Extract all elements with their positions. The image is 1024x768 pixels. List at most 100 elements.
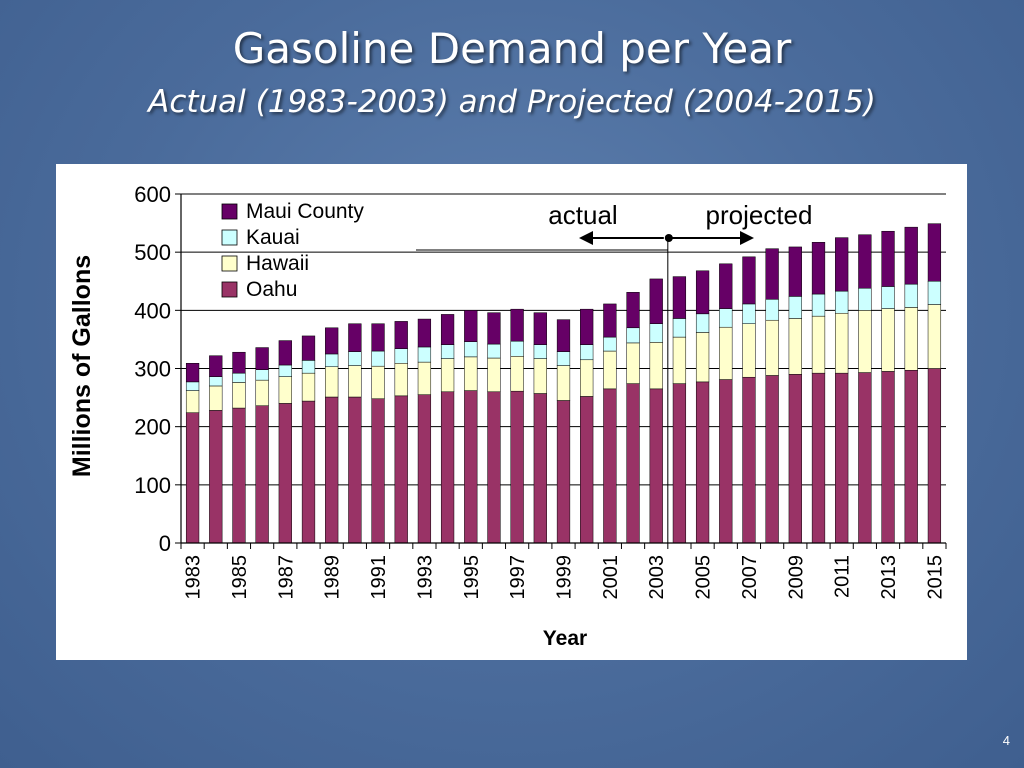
bar-hawaii-2009: [788, 318, 802, 375]
bar-oahu-1993: [417, 394, 432, 544]
bar-oahu-1989: [325, 396, 339, 544]
x-tick-label-1987: 1987: [275, 555, 297, 600]
x-tick-label-2015: 2015: [924, 555, 946, 600]
slide-title: Gasoline Demand per Year: [232, 24, 792, 73]
bar-hawaii-1998: [533, 358, 547, 394]
legend-label-hawaii: Hawaii: [246, 252, 309, 275]
bar-maui-county-1996: [487, 312, 501, 345]
bar-hawaii-2010: [811, 315, 826, 374]
bar-kauai-1995: [464, 341, 478, 358]
annotations: actual projected: [416, 200, 812, 543]
x-tick-label-2005: 2005: [693, 555, 715, 600]
bar-oahu-1983: [185, 412, 200, 544]
divider-marker-dot: [664, 234, 673, 242]
bar-kauai-2008: [765, 299, 779, 321]
bar-hawaii-1991: [371, 365, 385, 399]
bar-hawaii-2003: [649, 342, 663, 390]
bar-hawaii-1999: [556, 365, 571, 401]
bar-maui-county-2008: [765, 248, 779, 300]
x-tick-label-1995: 1995: [461, 555, 483, 600]
bar-hawaii-2015: [927, 304, 942, 369]
x-tick-label-2009: 2009: [785, 555, 807, 600]
bar-maui-county-2002: [626, 292, 640, 329]
bar-oahu-1984: [209, 410, 223, 544]
legend-swatch-hawaii: [221, 255, 238, 272]
bar-oahu-1987: [278, 403, 292, 544]
bar-maui-county-1986: [255, 347, 269, 370]
bar-kauai-2004: [672, 318, 687, 338]
bar-oahu-2001: [603, 388, 617, 544]
bar-kauai-1985: [232, 372, 246, 383]
bar-hawaii-1989: [325, 366, 339, 398]
x-tick-label-2011: 2011: [832, 555, 854, 598]
bar-maui-county-2003: [649, 278, 663, 324]
bar-kauai-2002: [626, 327, 640, 344]
bar-oahu-2014: [904, 369, 918, 544]
bar-maui-county-2009: [788, 246, 802, 297]
bar-oahu-1997: [510, 390, 524, 544]
bar-maui-county-1999: [556, 319, 571, 352]
bar-oahu-2006: [719, 379, 733, 544]
legend: Maui County Kauai Hawaii Oahu: [221, 200, 364, 301]
x-tick-label-1991: 1991: [368, 555, 390, 600]
y-tick-label-300: 300: [134, 357, 171, 382]
bar-kauai-1990: [348, 351, 362, 366]
actual-arrow-head: [579, 231, 593, 245]
bar-maui-county-2006: [719, 263, 733, 309]
y-tick-label-500: 500: [134, 240, 171, 265]
bar-kauai-1999: [556, 351, 571, 366]
bar-oahu-1986: [255, 405, 269, 544]
x-tick-label-1989: 1989: [322, 555, 344, 600]
y-axis-label: Millions of Gallons: [68, 255, 96, 477]
legend-swatch-maui-county: [221, 203, 238, 220]
x-tick-label-2013: 2013: [878, 555, 900, 600]
y-tick-label-600: 600: [134, 182, 171, 207]
bar-kauai-2000: [580, 344, 594, 361]
bar-kauai-2015: [927, 281, 942, 305]
chart-panel: 0 100 200 300 400 500 600 1983 1985 1987 1989 1991…: [56, 164, 967, 660]
bar-kauai-2011: [835, 290, 849, 314]
bar-hawaii-2011: [835, 312, 849, 374]
bar-kauai-1984: [209, 376, 223, 387]
bar-kauai-2009: [788, 296, 802, 319]
x-tick-label-1997: 1997: [507, 555, 529, 600]
stacked-bar-chart: 0 100 200 300 400 500 600 1983 1985 1987 1989 1991…: [68, 182, 947, 650]
bar-kauai-2007: [742, 303, 756, 324]
bar-hawaii-2002: [626, 342, 640, 384]
bar-kauai-1993: [417, 346, 432, 363]
bar-maui-county-2012: [858, 234, 872, 289]
annotation-actual: actual: [548, 200, 617, 230]
bar-oahu-2005: [695, 381, 710, 544]
bar-hawaii-2014: [904, 307, 918, 371]
x-tick-label-2003: 2003: [646, 555, 668, 600]
bar-maui-county-1988: [301, 335, 316, 361]
bar-hawaii-1996: [487, 357, 501, 393]
bar-hawaii-1992: [394, 363, 408, 397]
bar-oahu-2013: [881, 371, 895, 544]
bar-maui-county-2001: [603, 303, 617, 338]
bar-hawaii-2013: [881, 308, 895, 372]
x-tick-label-2001: 2001: [600, 555, 622, 600]
bar-kauai-1998: [533, 344, 547, 359]
bar-kauai-1996: [487, 343, 501, 359]
bar-oahu-1994: [440, 391, 455, 544]
bar-kauai-1983: [185, 381, 200, 391]
bar-oahu-2010: [811, 372, 826, 544]
bar-maui-county-1997: [510, 308, 524, 342]
legend-swatch-oahu: [221, 281, 238, 298]
bar-kauai-1988: [301, 360, 316, 374]
bar-hawaii-1984: [209, 385, 223, 411]
bar-kauai-1992: [394, 348, 408, 364]
bar-hawaii-1988: [301, 372, 316, 402]
bar-maui-county-1994: [440, 314, 455, 345]
bar-oahu-2009: [788, 374, 802, 544]
bar-oahu-2012: [858, 372, 872, 544]
bar-maui-county-1993: [417, 318, 432, 348]
bar-oahu-1992: [394, 395, 408, 544]
y-tick-label-0: 0: [159, 531, 171, 556]
bar-maui-county-1990: [348, 323, 362, 352]
x-tick-label-1993: 1993: [414, 555, 436, 600]
x-axis-label: Year: [543, 627, 587, 650]
bar-kauai-1994: [440, 344, 455, 359]
bar-hawaii-1993: [417, 361, 432, 395]
